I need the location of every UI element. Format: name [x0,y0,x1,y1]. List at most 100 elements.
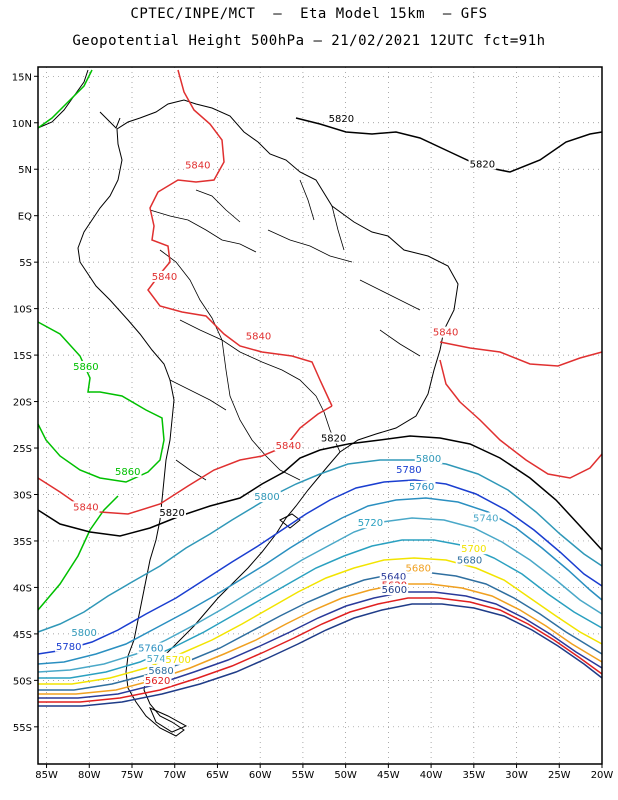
contour-label: 5600 [380,584,409,596]
contour-label: 5680 [455,554,484,566]
contour-label-bg [380,584,409,596]
contour-label-bg [184,159,212,171]
contour-label-bg [460,543,488,555]
contour-label-bg [113,466,142,478]
contour-label-bg [414,453,443,465]
contour-label-text: 5840 [276,441,301,452]
contour-label-text: 5680 [457,555,482,566]
contour-5820-north [295,117,603,173]
contour-label-bg [468,158,497,170]
south-america-coastline [77,99,459,737]
contour-label: 5700 [460,543,488,555]
lon-tick-label: 55W [292,770,315,781]
contour-label-text: 5760 [409,482,434,493]
contour-label: 5760 [407,480,436,493]
contour-label: 5840 [244,330,273,342]
contour-5800 [37,459,603,633]
contour-label-text: 5780 [56,642,81,653]
tierra-del-fuego [149,707,188,733]
contour-label-text: 5800 [416,454,441,465]
contour-label-bg [72,361,100,373]
contour-label: 5780 [395,464,423,476]
contour-label-bg [54,640,83,652]
map-frame [37,66,603,765]
contour-label: 5720 [356,517,385,529]
contour-label: 5840 [72,501,100,513]
contour-label-text: 5740 [147,654,172,665]
contour-label-text: 5700 [165,655,190,666]
contour-label-bg [147,664,175,676]
lat-tick-label: 45S [13,630,32,641]
contour-label-bg [319,432,348,444]
lat-tick-label: 50S [13,676,32,687]
contour-label: 5820 [158,506,186,519]
lat-tick-label: 5S [19,258,32,269]
country-borders [149,179,421,481]
lon-tick-label: 50W [334,770,357,781]
contour-5860-south [37,495,119,611]
contour-label-text: 5820 [329,114,354,125]
contour-label: 5820 [327,112,356,125]
contour-5780 [37,479,603,655]
contour-5820-south [37,435,603,551]
contour-lines [37,69,603,707]
contour-5860-north [37,69,93,129]
lat-tick-label: 40S [13,583,32,594]
lat-tick-label: 5N [18,165,32,176]
contour-label: 5800 [414,453,443,465]
lon-tick-label: 30W [505,770,528,781]
contour-label-text: 5780 [396,465,421,476]
contour-label-bg [274,440,303,452]
lon-tick-label: 80W [78,770,101,781]
contour-label: 5840 [184,159,212,171]
contour-label: 5820 [319,432,348,445]
contour-label-text: 5700 [461,544,486,555]
contour-5620 [38,597,603,703]
contour-label-bg [72,501,100,513]
lon-tick-label: 25W [548,770,571,781]
axis-ticks: 15N 10N 5N EQ 5S 10S 15S 20S 25S 30S 35S 40S 45S 50S 5… [12,72,614,781]
contour-label: 5840 [431,326,460,339]
contour-label-text: 5720 [358,518,383,529]
grid-lines [38,67,603,764]
contour-label-bg [137,642,165,654]
contour-5700 [38,557,603,685]
lon-tick-label: 35W [463,770,486,781]
contour-label-bg [431,326,460,338]
lat-tick-label: 35S [13,537,32,548]
contour-label-text: 5860 [73,362,98,373]
lon-tick-label: 60W [249,770,272,781]
contour-label-bg [253,491,281,503]
contour-label-bg [143,675,172,687]
contour-label: 5860 [72,361,100,373]
lat-tick-label: 10S [13,305,32,316]
contour-label-bg [327,112,356,124]
coastlines [37,69,459,737]
contour-label-bg [70,626,98,638]
contour-label-text: 5840 [185,160,210,171]
contour-label-text: 5740 [473,514,498,525]
contour-label-text: 5800 [254,492,279,503]
contour-label-text: 5860 [115,467,140,478]
lon-tick-label: 40W [420,770,443,781]
contour-label-bg [404,562,433,574]
contour-label-bg [471,512,500,524]
contour-label-bg [395,464,423,476]
contour-label-text: 5680 [148,666,173,677]
contour-label: 5680 [147,664,175,677]
lon-tick-label: 45W [377,770,400,781]
contour-label-text: 5820 [470,159,495,170]
contour-5600 [38,603,603,707]
contour-label: 5740 [471,512,500,525]
lat-tick-label: 55S [13,723,32,734]
contour-label-text: 5640 [381,572,406,583]
contour-label-text: 5820 [321,434,346,445]
contour-labels: 5820 5820 5840 5840 5840 5840 5860 5860 5840 5840… [54,112,500,687]
contour-label: 5740 [145,652,174,665]
contour-5840-east [439,341,603,479]
contour-label-text: 5820 [159,508,184,519]
contour-label-bg [244,330,273,342]
lat-tick-label: 25S [13,444,32,455]
contour-label: 5640 [379,571,408,583]
